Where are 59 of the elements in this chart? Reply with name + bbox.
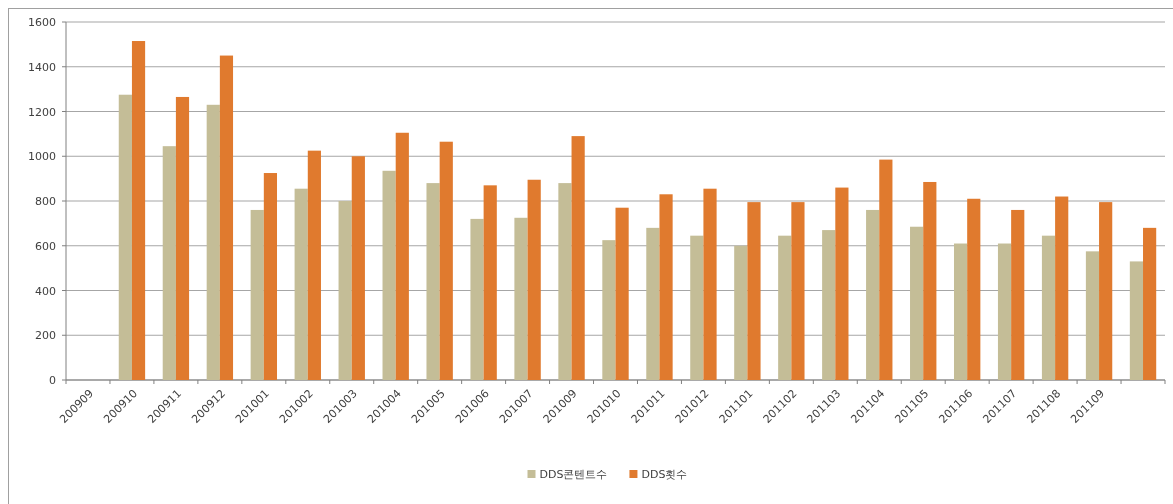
bar (703, 188, 717, 380)
legend-label: DDS횟수 (641, 468, 688, 481)
bar (1041, 235, 1056, 380)
bar (571, 136, 585, 380)
y-tick-label: 600 (35, 239, 56, 253)
bar (483, 185, 497, 380)
y-tick-label: 0 (49, 374, 56, 387)
bar (558, 183, 572, 380)
bar (250, 209, 264, 380)
bar (1085, 251, 1100, 380)
bar (953, 243, 968, 380)
bar (294, 188, 308, 380)
y-tick-label: 1000 (28, 150, 56, 164)
bar (659, 194, 673, 380)
bar (263, 173, 278, 380)
bar (426, 183, 440, 380)
bar (1143, 227, 1157, 380)
y-tick-label: 1600 (28, 16, 56, 29)
bar (395, 132, 409, 380)
bar (747, 202, 761, 380)
bar (822, 230, 836, 380)
bar (923, 181, 937, 380)
bar (866, 209, 880, 380)
bar (175, 96, 190, 380)
bar (646, 227, 660, 380)
bar (118, 94, 132, 380)
bar (307, 150, 321, 380)
bar (791, 202, 805, 380)
y-tick-label: 1200 (28, 105, 56, 119)
bar (219, 55, 234, 380)
bar (879, 159, 893, 380)
bar (1099, 202, 1113, 380)
bar (1129, 261, 1144, 380)
bar (131, 41, 146, 380)
bar (527, 179, 541, 380)
bar (734, 245, 748, 380)
bar (778, 235, 792, 380)
bar (439, 141, 453, 380)
bar (910, 226, 924, 380)
bar (351, 156, 365, 380)
y-tick-label: 800 (35, 195, 56, 208)
bar (514, 217, 528, 380)
bar (382, 170, 396, 380)
legend-label: DDS콘텐트수 (539, 468, 608, 481)
bar (967, 198, 981, 380)
bar (615, 207, 629, 380)
bar (690, 235, 704, 380)
bar (1011, 209, 1025, 380)
bar (1055, 196, 1069, 380)
bar (602, 240, 616, 380)
bar (206, 104, 220, 380)
bar (162, 146, 176, 380)
y-tick-label: 400 (35, 284, 56, 298)
bar (997, 243, 1012, 380)
bar (338, 201, 352, 380)
y-tick-label: 1400 (28, 60, 56, 74)
y-tick-label: 200 (35, 329, 56, 343)
bar (835, 187, 849, 380)
bar (470, 218, 484, 380)
